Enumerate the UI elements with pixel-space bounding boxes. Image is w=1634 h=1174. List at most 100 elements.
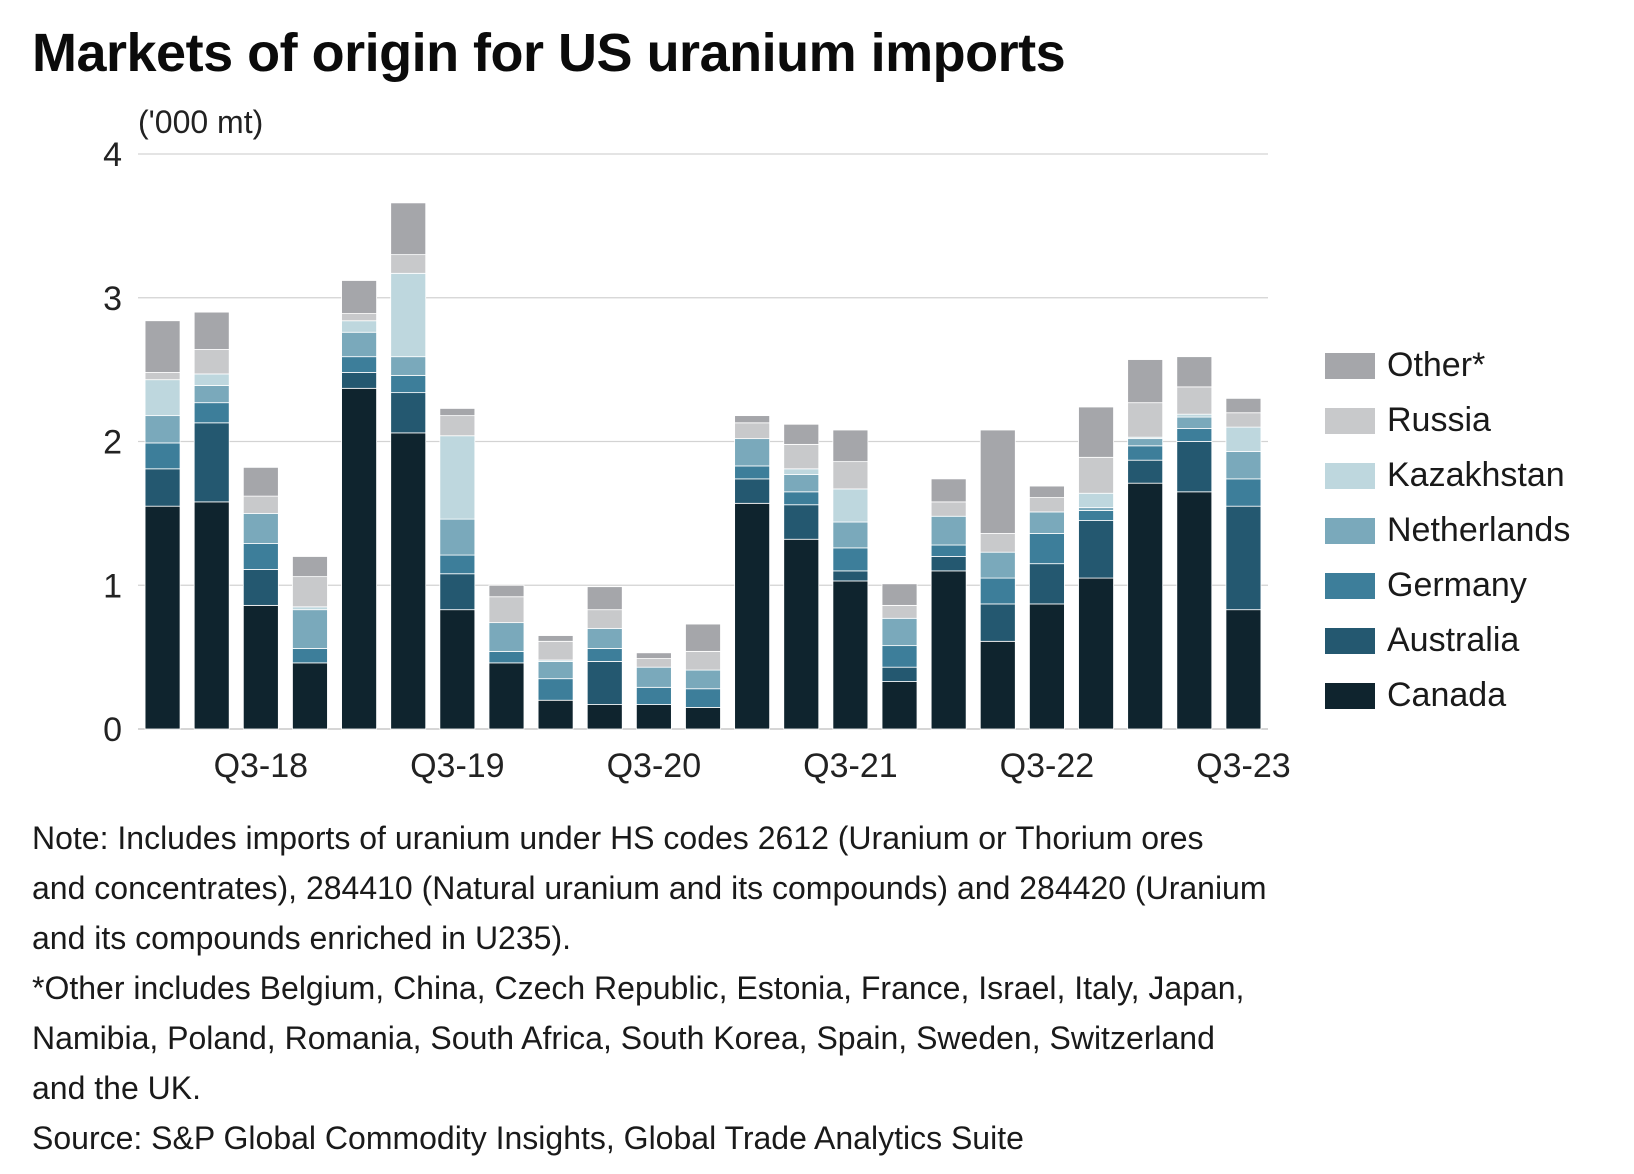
bar-segment-netherlands	[685, 669, 721, 690]
bar-segment-germany	[734, 465, 771, 480]
y-tick-label: 1	[103, 567, 122, 605]
bar-segment-russia	[193, 349, 230, 375]
bar-segment-other	[1225, 397, 1262, 414]
bar-segment-netherlands	[832, 521, 869, 549]
note-line: and its compounds enriched in U235).	[32, 920, 571, 956]
bar-segment-australia	[881, 666, 918, 682]
bar-segment-russia	[1176, 386, 1213, 415]
bar-segment-kazakhstan	[144, 379, 181, 417]
bar-segment-germany	[1225, 478, 1262, 507]
bar-segment-australia	[979, 603, 1016, 642]
bar-segment-russia	[685, 650, 721, 671]
bar-segment-germany	[930, 544, 967, 557]
y-tick-labels: 0 1 2 3 4	[103, 136, 122, 749]
bar-segment-russia	[242, 495, 279, 514]
bar-segment-canada	[242, 604, 279, 730]
bar-segment-canada	[1078, 577, 1114, 730]
bar-segment-other	[390, 202, 427, 256]
bar-segment-kazakhstan	[1078, 492, 1114, 509]
bar-segment-netherlands	[930, 515, 967, 546]
bar-segment-other	[488, 584, 525, 598]
bar-segment-netherlands	[635, 666, 672, 688]
bar-segment-germany	[1078, 510, 1114, 521]
bar-segment-other	[1127, 359, 1164, 404]
bar-segment-australia	[783, 504, 820, 540]
bar-segment-other	[881, 583, 918, 606]
bar-segment-netherlands	[488, 622, 525, 652]
bar-segment-kazakhstan	[832, 488, 869, 523]
bar-stack-Q4-19	[488, 584, 525, 730]
bar-segment-australia	[242, 569, 279, 606]
bar-segment-germany	[390, 374, 427, 394]
bar-stack-Q1-21	[734, 415, 771, 730]
bar-segment-other	[930, 478, 967, 503]
bar-stack-Q3-20	[635, 652, 672, 730]
bar-segment-russia	[488, 596, 525, 624]
bar-segment-russia	[1225, 412, 1262, 428]
bar-stack-Q3-21	[832, 429, 869, 730]
bar-segment-canada	[734, 502, 771, 730]
bar-stacks	[144, 202, 1262, 730]
bar-segment-netherlands	[439, 518, 476, 556]
bar-stack-Q2-23	[1176, 356, 1213, 730]
bar-segment-germany	[635, 686, 672, 705]
bar-segment-other	[144, 320, 181, 373]
bar-segment-russia	[537, 640, 574, 661]
legend-label: Canada	[1387, 676, 1507, 714]
bar-segment-australia	[1176, 441, 1213, 493]
legend-label: Netherlands	[1387, 511, 1571, 549]
bar-segment-russia	[832, 461, 869, 490]
bar-segment-netherlands	[292, 609, 328, 649]
bar-segment-germany	[193, 402, 230, 424]
bar-segment-germany	[144, 442, 181, 470]
bar-stack-Q2-22	[979, 429, 1016, 730]
bar-segment-other	[783, 423, 820, 445]
source-line: Source: S&P Global Commodity Insights, G…	[32, 1120, 1024, 1156]
bar-stack-Q3-23	[1225, 397, 1262, 730]
bar-segment-other	[979, 429, 1016, 534]
bar-segment-australia	[439, 573, 476, 611]
legend-label: Germany	[1387, 566, 1527, 604]
bar-segment-canada	[783, 538, 820, 730]
legend-item: Russia	[1325, 393, 1570, 448]
bar-segment-germany	[1176, 428, 1213, 442]
legend-swatch	[1325, 682, 1375, 709]
bar-segment-netherlands	[1127, 438, 1164, 447]
legend-swatch	[1325, 627, 1375, 654]
bar-segment-kazakhstan	[1176, 413, 1213, 418]
legend-item: Kazakhstan	[1325, 448, 1570, 503]
bar-segment-germany	[341, 356, 377, 373]
bar-segment-other	[1176, 356, 1213, 388]
bar-segment-germany	[979, 577, 1016, 605]
legend-swatch	[1325, 517, 1375, 544]
bar-stack-Q4-20	[685, 623, 721, 730]
bar-stack-Q2-18	[193, 311, 230, 730]
y-axis-unit-label: ('000 mt)	[138, 104, 264, 140]
y-tick-label: 2	[103, 424, 122, 462]
legend-item: Germany	[1325, 558, 1570, 613]
bar-segment-germany	[439, 554, 476, 575]
bar-segment-australia	[144, 468, 181, 507]
bar-stack-Q1-20	[537, 635, 574, 730]
y-tick-label: 0	[103, 711, 122, 749]
bar-segment-canada	[193, 501, 230, 730]
bar-segment-australia	[390, 392, 427, 434]
bar-segment-australia	[341, 372, 377, 389]
bar-segment-netherlands	[586, 627, 623, 649]
bar-segment-kazakhstan	[783, 468, 820, 475]
bar-stack-Q3-22	[1029, 485, 1065, 730]
x-tick-label: Q3-20	[607, 747, 702, 785]
legend-label: Kazakhstan	[1387, 456, 1565, 494]
bar-segment-russia	[1029, 497, 1065, 513]
bar-stack-Q1-19	[341, 280, 377, 730]
bar-segment-russia	[586, 609, 623, 629]
bar-segment-other	[439, 408, 476, 417]
bar-segment-russia	[635, 658, 672, 668]
bar-stack-Q3-19	[439, 408, 476, 730]
bar-segment-canada	[881, 681, 918, 730]
bar-segment-australia	[832, 570, 869, 582]
bar-segment-australia	[586, 661, 623, 705]
bar-segment-russia	[1127, 402, 1164, 438]
bar-stack-Q2-20	[586, 586, 623, 730]
y-tick-label: 4	[103, 136, 122, 174]
